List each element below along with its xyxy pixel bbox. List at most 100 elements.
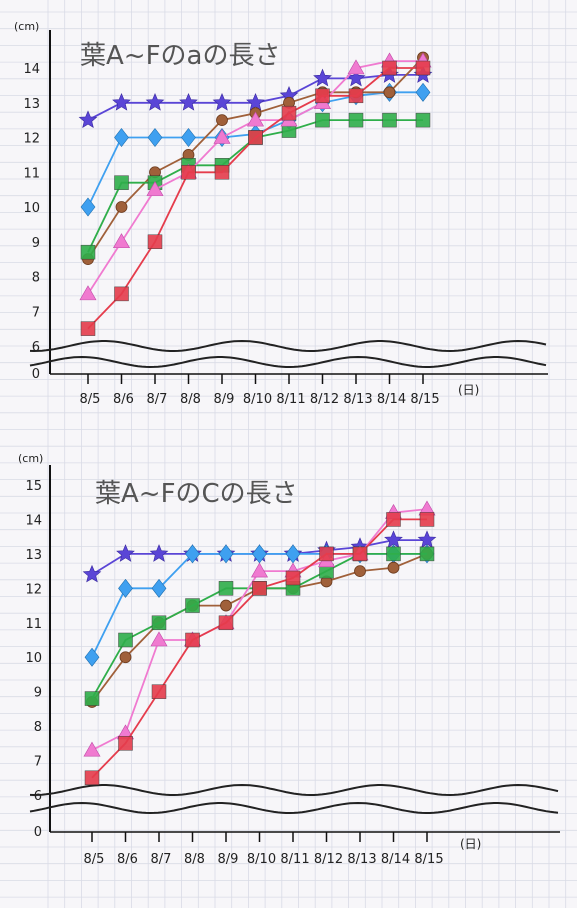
data-point [386, 546, 401, 562]
data-point [220, 599, 232, 612]
data-point [352, 546, 368, 562]
x-tick-label: 8/11 [280, 852, 309, 867]
data-point [415, 112, 431, 128]
data-point [84, 691, 100, 706]
x-tick-label: 8/8 [184, 852, 205, 867]
x-tick-label: 8/8 [180, 392, 201, 407]
data-point [84, 647, 100, 667]
y-tick-label: 13 [25, 548, 42, 563]
y-tick-label: 7 [34, 755, 42, 770]
data-point [252, 581, 267, 596]
chart-title: 葉A~FのCの長さ [95, 479, 298, 509]
x-tick-label: 8/10 [247, 852, 276, 867]
y-tick-label: 10 [25, 651, 42, 666]
data-point [382, 112, 397, 128]
series-3 [82, 51, 429, 266]
y-tick-label: 0 [34, 825, 42, 840]
data-point [250, 562, 269, 578]
data-point [146, 181, 164, 196]
data-point [115, 201, 128, 213]
data-point [354, 565, 366, 578]
data-point [216, 114, 228, 127]
chart-title: 葉A~Fのaの長さ [80, 41, 280, 71]
data-point [82, 564, 102, 583]
data-point [246, 111, 265, 127]
data-point [185, 598, 200, 613]
data-point [179, 93, 198, 111]
data-point [218, 581, 234, 596]
data-point [151, 684, 167, 699]
x-tick-label: 8/10 [243, 392, 272, 407]
y-tick-label: 8 [34, 720, 42, 735]
data-point [151, 615, 167, 631]
y-tick-label: 8 [32, 271, 40, 286]
data-point [147, 128, 163, 147]
data-point [116, 544, 135, 562]
series-6 [84, 512, 435, 786]
axis-break-wave [29, 339, 547, 353]
data-point [84, 770, 100, 786]
x-tick-label: 8/13 [343, 392, 372, 407]
x-tick-label: 8/13 [347, 852, 376, 867]
data-point [213, 128, 231, 144]
x-tick-label: 8/7 [147, 392, 168, 407]
data-point [181, 165, 196, 180]
data-point [78, 110, 98, 129]
data-point [83, 741, 101, 757]
y-axis-unit-label: (cm) [18, 452, 43, 465]
axis-break-wave [29, 355, 547, 369]
chart-panel-1: 0 6 7 8 9 10 11 12 13 14 (cm) (日) 葉A~Fのaの長さ 8/5 8/6 8/7… [14, 20, 548, 407]
y-tick-label: 11 [25, 617, 42, 632]
data-point [419, 546, 435, 562]
data-point [80, 197, 96, 217]
data-point [147, 234, 163, 249]
x-tick-label: 8/5 [84, 852, 105, 867]
y-tick-label: 12 [23, 132, 40, 147]
data-point [415, 82, 431, 102]
data-point [319, 546, 334, 562]
data-point [315, 112, 330, 128]
y-tick-label: 11 [23, 166, 40, 181]
data-point [181, 128, 196, 147]
y-tick-label: 6 [34, 789, 42, 804]
data-point [145, 93, 165, 111]
chart-panel-2: 0 6 7 8 9 10 11 12 13 14 15 (cm) (日) 葉A~FのCの長さ 8/5 8/6 8… [18, 452, 560, 867]
x-tick-label: 8/5 [80, 392, 101, 407]
y-axis-unit-label: (cm) [14, 20, 39, 33]
data-point [386, 512, 401, 527]
data-point [80, 244, 96, 260]
data-point [315, 88, 330, 104]
data-point [218, 544, 234, 564]
x-tick-label: 8/14 [381, 852, 410, 867]
data-point [114, 175, 129, 190]
data-point [387, 561, 400, 574]
x-tick-label: 8/12 [310, 392, 339, 407]
x-tick-label: 8/9 [214, 392, 235, 407]
data-point [185, 544, 200, 564]
axis-break-wave [29, 783, 559, 797]
data-point [150, 631, 168, 647]
data-point [415, 60, 431, 76]
y-tick-label: 13 [23, 97, 40, 112]
data-point [185, 632, 200, 648]
y-tick-label: 14 [25, 513, 42, 528]
x-tick-label: 8/11 [276, 392, 305, 407]
data-point [384, 530, 403, 549]
y-tick-label: 14 [23, 62, 40, 77]
y-tick-label: 6 [32, 340, 40, 355]
data-point [118, 736, 133, 751]
data-point [382, 60, 397, 76]
data-point [246, 93, 265, 111]
data-point [79, 285, 97, 301]
data-point [149, 544, 169, 562]
data-point [214, 165, 230, 180]
x-tick-label: 8/14 [377, 392, 406, 407]
y-tick-label: 12 [25, 582, 42, 597]
x-tick-label: 8/9 [218, 852, 239, 867]
data-point [118, 578, 133, 598]
data-point [114, 286, 129, 302]
x-tick-label: 8/12 [314, 852, 343, 867]
